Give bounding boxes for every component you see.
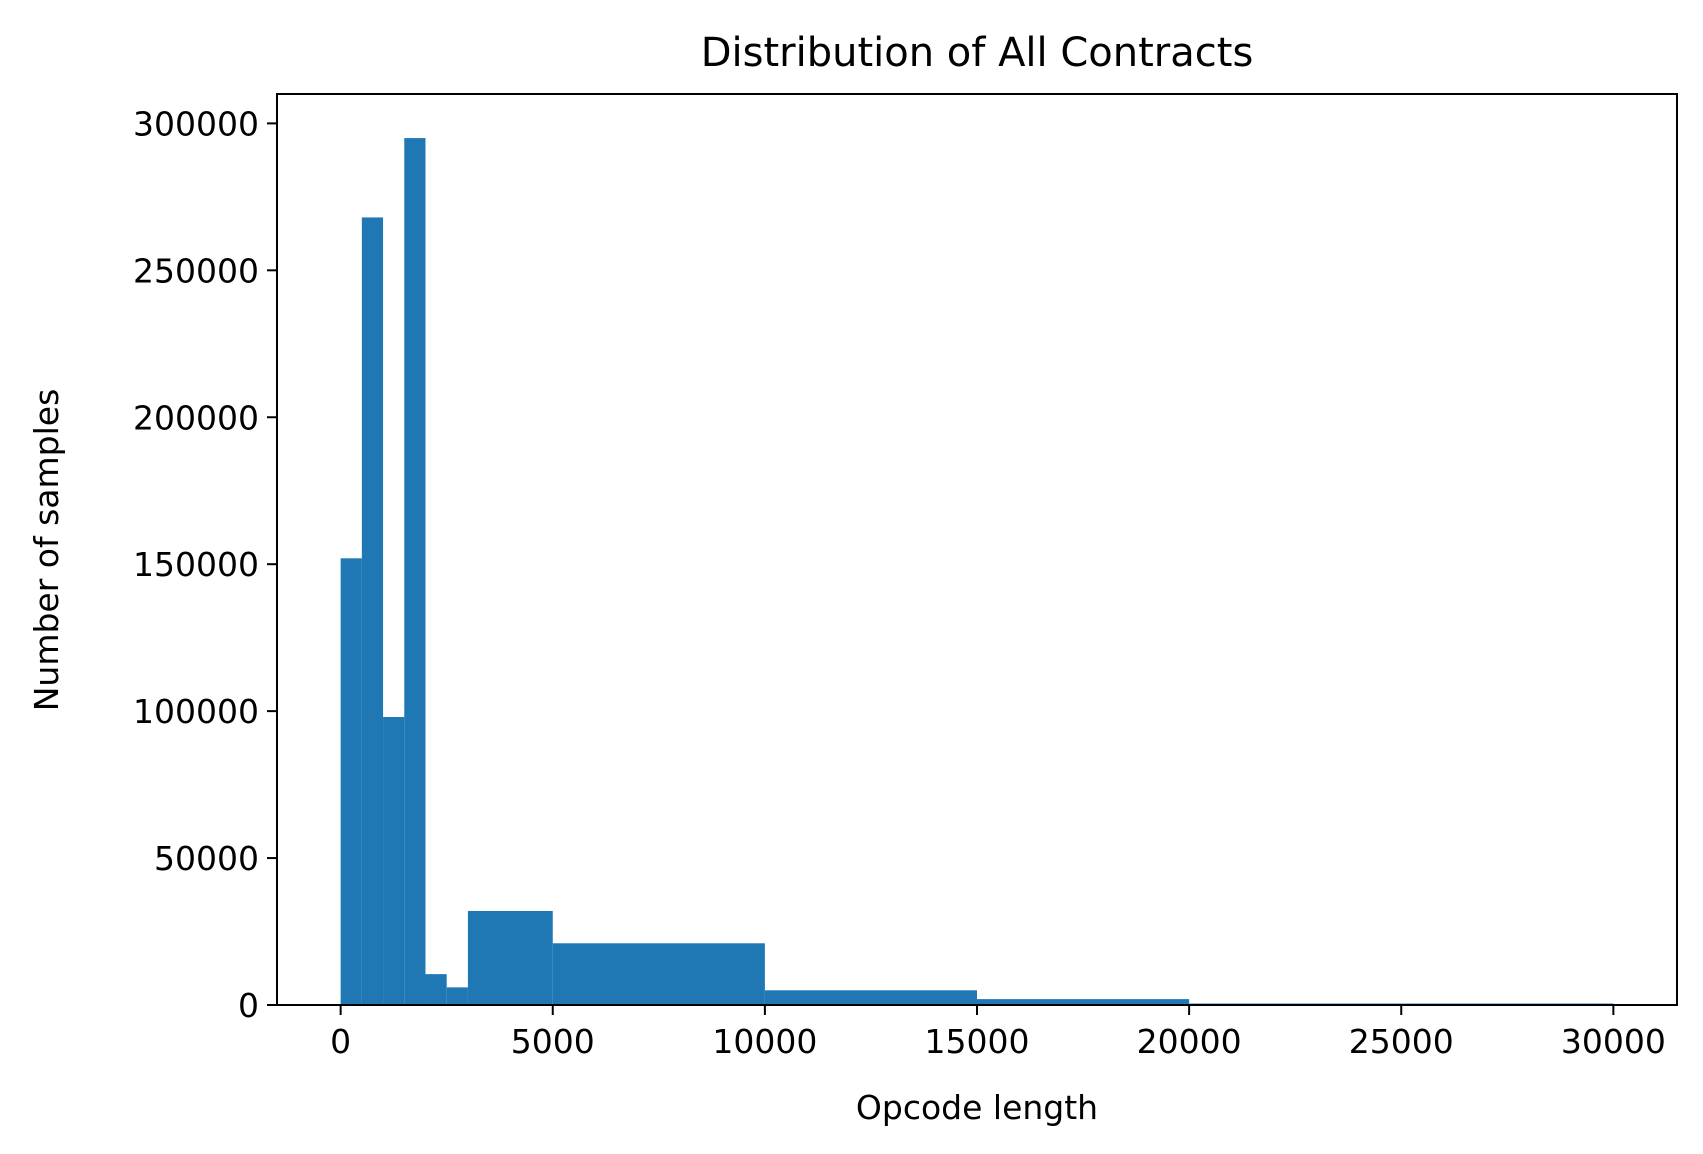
histogram-bar [425,974,447,1005]
y-tick-label: 150000 [133,545,259,584]
histogram-bar [764,990,977,1005]
x-tick-label: 20000 [1137,1022,1242,1061]
histogram-bar [446,987,468,1005]
bars-group [340,138,1614,1005]
histogram-bar [404,138,426,1005]
x-tick-label: 30000 [1561,1022,1666,1061]
x-tick-label: 10000 [712,1022,817,1061]
histogram-bar [552,943,765,1005]
x-tick-label: 15000 [925,1022,1030,1061]
y-tick-label: 250000 [133,251,259,290]
x-axis-label: Opcode length [856,1088,1098,1127]
histogram-bar [340,558,362,1005]
y-tick-label: 100000 [133,692,259,731]
y-axis-ticks: 0 50000 100000 150000 200000 250000 300000 [133,104,277,1025]
plot-frame [276,93,1678,1006]
histogram-bar [467,910,553,1005]
x-tick-label: 5000 [511,1022,595,1061]
y-tick-label: 300000 [133,104,259,143]
histogram-bar [361,217,384,1005]
y-tick-label: 0 [238,986,259,1025]
histogram-bar [383,717,405,1005]
x-tick-label: 25000 [1349,1022,1454,1061]
histogram-bar [977,999,1190,1005]
x-axis-ticks: 0 5000 10000 15000 20000 25000 30000 [330,1005,1666,1061]
y-axis-label: Number of samples [27,389,66,712]
y-tick-label: 200000 [133,398,259,437]
x-tick-label: 0 [330,1022,351,1061]
chart-title: Distribution of All Contracts [701,30,1254,76]
y-tick-label: 50000 [154,839,259,878]
